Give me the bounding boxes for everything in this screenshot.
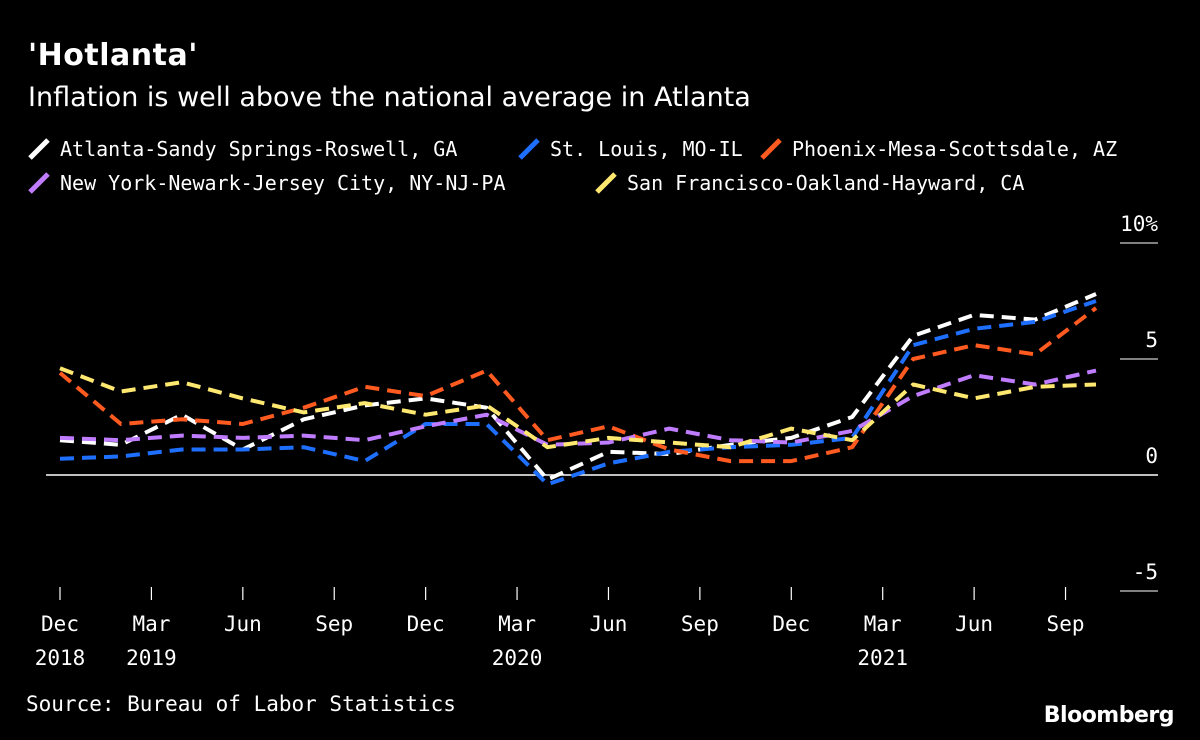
x-tick-year-label: 2021 — [857, 646, 908, 670]
series-line — [58, 306, 1098, 464]
y-tick-label: 0 — [1145, 444, 1158, 468]
legend-label: San Francisco-Oakland-Hayward, CA — [627, 171, 1024, 195]
series-line — [59, 299, 1097, 487]
legend-label: Atlanta-Sandy Springs-Roswell, GA — [60, 137, 457, 161]
series-line — [59, 292, 1097, 482]
x-tick-year-label: 2020 — [492, 646, 543, 670]
x-tick-label: Sep — [1047, 612, 1085, 636]
x-tick-label: Dec — [772, 612, 810, 636]
chart-title: 'Hotlanta' — [28, 38, 198, 73]
bloomberg-logo: Bloomberg — [1043, 703, 1175, 728]
y-tick-label: 5 — [1145, 328, 1158, 352]
legend-item: Phoenix-Mesa-Scottsdale, AZ — [760, 137, 1117, 161]
series-line — [59, 368, 1097, 447]
source-note: Source: Bureau of Labor Statistics — [26, 692, 456, 716]
legend-swatch — [760, 138, 782, 160]
legend: Atlanta-Sandy Springs-Roswell, GA St. Lou… — [28, 137, 1117, 195]
x-tick-label: Sep — [315, 612, 353, 636]
chart-subtitle: Inflation is well above the national ave… — [28, 82, 751, 113]
x-tick-year-label: 2019 — [126, 646, 177, 670]
legend-item: San Francisco-Oakland-Hayward, CA — [595, 171, 1024, 195]
plot-area — [58, 292, 1098, 487]
legend-label: St. Louis, MO-IL — [550, 137, 743, 161]
legend-item: New York-Newark-Jersey City, NY-NJ-PA — [28, 171, 506, 195]
legend-label: Phoenix-Mesa-Scottsdale, AZ — [792, 137, 1117, 161]
x-tick-label: Jun — [224, 612, 262, 636]
legend-swatch — [595, 172, 617, 194]
y-tick-label: 10% — [1120, 212, 1158, 236]
x-tick-label: Sep — [681, 612, 719, 636]
legend-swatch — [28, 172, 50, 194]
x-tick-label: Dec — [407, 612, 445, 636]
gridlines — [46, 242, 1158, 592]
legend-swatch — [518, 138, 540, 160]
y-tick-label: -5 — [1133, 560, 1158, 584]
x-tick-label: Jun — [955, 612, 993, 636]
x-axis: Dec 2018 Mar 2019 Jun Sep Dec Mar 2020 Jun Sep Dec M… — [35, 587, 1085, 670]
legend-label: New York-Newark-Jersey City, NY-NJ-PA — [60, 171, 506, 195]
legend-item: Atlanta-Sandy Springs-Roswell, GA — [28, 137, 457, 161]
x-tick-label: Jun — [590, 612, 628, 636]
legend-item: St. Louis, MO-IL — [518, 137, 743, 161]
x-tick-label: Mar — [498, 612, 536, 636]
series-line — [59, 366, 1097, 450]
x-tick-label: Dec — [41, 612, 79, 636]
x-tick-label: Mar — [132, 612, 170, 636]
x-tick-label: Mar — [864, 612, 902, 636]
legend-swatch — [28, 138, 50, 160]
x-tick-year-label: 2018 — [35, 646, 86, 670]
y-axis: 10% 5 0 -5 — [1120, 212, 1158, 584]
